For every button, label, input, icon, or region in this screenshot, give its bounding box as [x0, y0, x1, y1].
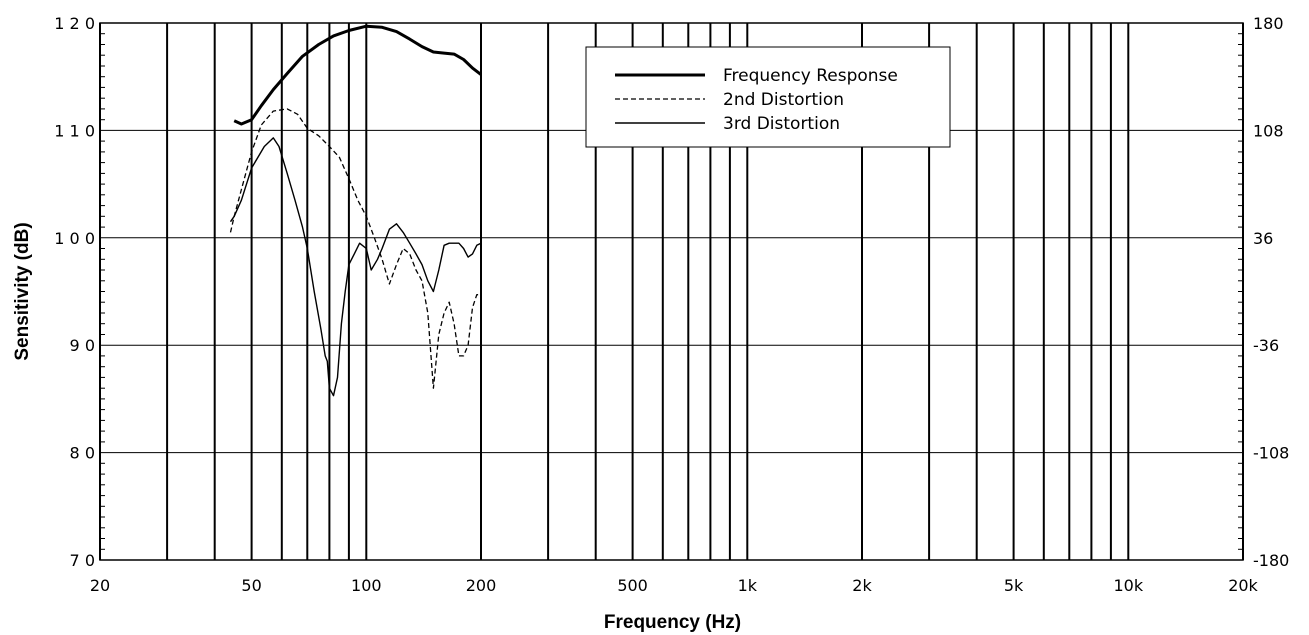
y-tick-label: 1 2 0: [54, 14, 95, 33]
x-tick-label: 1k: [738, 576, 758, 595]
x-tick-label: 20k: [1228, 576, 1258, 595]
x-tick-label: 100: [351, 576, 382, 595]
gridlines: [99, 22, 1244, 561]
x-tick-label: 10k: [1113, 576, 1143, 595]
y2-tick-label: -36: [1253, 336, 1279, 355]
y2-tick-label: -108: [1253, 444, 1289, 463]
x-tick-label: 500: [617, 576, 648, 595]
x-tick-label: 200: [466, 576, 497, 595]
y-tick-label: 1 1 0: [54, 121, 95, 140]
x-tick-label: 50: [241, 576, 261, 595]
series-line-1: [233, 24, 482, 126]
y-tick-label: 9 0: [70, 336, 95, 355]
x-tick-labels: 20 50 100 200 500 1k 2k 5k 10k 20k: [90, 576, 1259, 595]
legend-label-3: 3rd Distortion: [723, 114, 840, 134]
series-line-2: [229, 108, 481, 389]
y-tick-label: 1 0 0: [54, 229, 95, 248]
legend-box: [585, 46, 951, 148]
y2-tick-labels: -180 -108 -36 36 108 180: [1253, 14, 1289, 570]
legend-label-2: 2nd Distortion: [723, 90, 844, 110]
y2-tick-label: -180: [1253, 551, 1289, 570]
y2-tick-label: 180: [1253, 14, 1284, 33]
plot-frame: [99, 22, 1244, 561]
y2-tick-label: 36: [1253, 229, 1273, 248]
y-tick-label: 7 0: [70, 551, 95, 570]
x-tick-label: 20: [90, 576, 110, 595]
y-axis-title: Sensitivity (dB): [12, 222, 33, 360]
series-layer: [229, 24, 482, 397]
y-tick-labels: 7 0 8 0 9 0 1 0 0 1 1 0 1 2 0: [54, 14, 95, 570]
legend-label-1: Frequency Response: [723, 66, 898, 86]
x-tick-label: 5k: [1004, 576, 1024, 595]
series-line-3: [229, 137, 482, 397]
axis-ticks: [100, 33, 1243, 550]
legend: Frequency Response 2nd Distortion 3rd Dist…: [585, 46, 951, 148]
y-tick-label: 8 0: [70, 444, 95, 463]
y2-tick-label: 108: [1253, 121, 1284, 140]
x-axis-title: Frequency (Hz): [604, 612, 741, 633]
x-tick-label: 2k: [852, 576, 872, 595]
